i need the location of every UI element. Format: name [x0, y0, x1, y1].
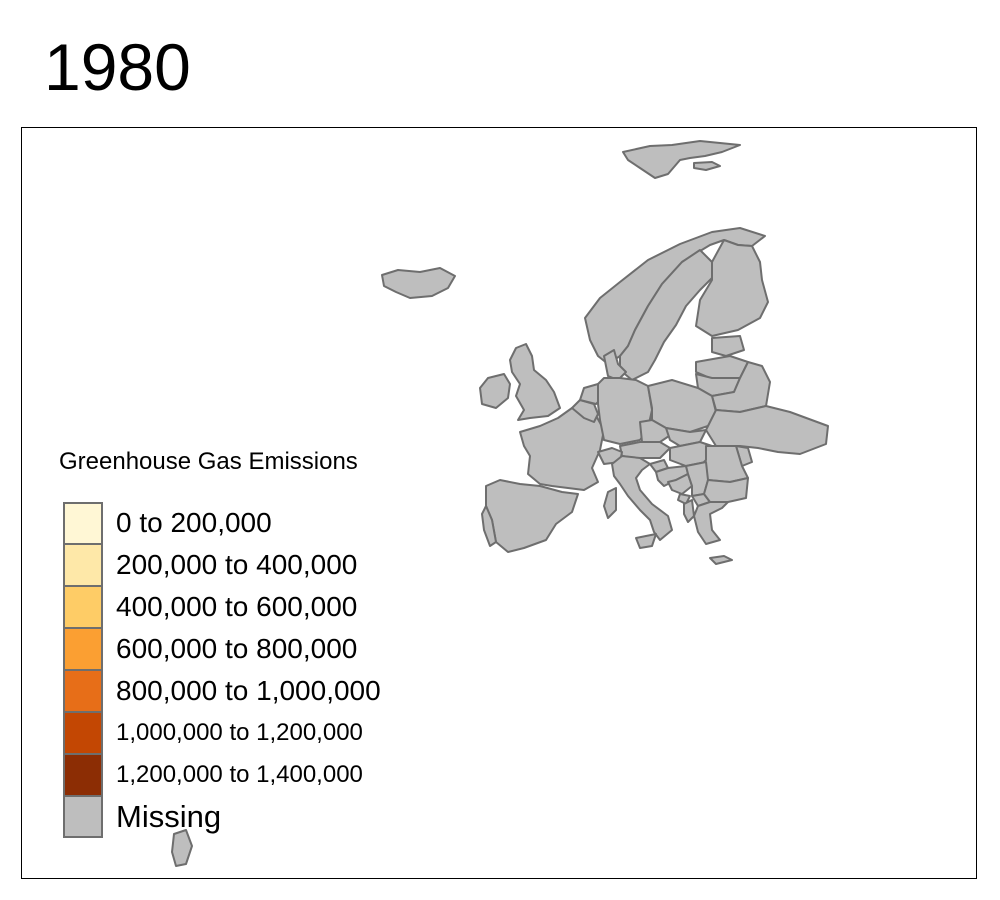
country-albania [683, 499, 695, 523]
legend-item: 1,200,000 to 1,400,000 [59, 754, 363, 796]
country-crete [709, 555, 733, 565]
legend-swatch [63, 544, 103, 586]
country-spain [485, 479, 579, 553]
country-reunion-island [171, 829, 193, 867]
legend-label: 800,000 to 1,000,000 [116, 675, 381, 706]
legend-item: 800,000 to 1,000,000 [59, 670, 381, 712]
country-sicily [635, 533, 657, 549]
country-latvia [695, 355, 749, 379]
country-estonia [711, 335, 745, 357]
country-italy [611, 455, 673, 541]
legend: Greenhouse Gas Emissions 0 to 200,000 20… [59, 448, 381, 838]
legend-label: 400,000 to 600,000 [116, 591, 358, 622]
country-bulgaria [703, 477, 749, 503]
country-svalbard [622, 140, 741, 179]
legend-item: 0 to 200,000 [59, 502, 358, 544]
legend-label: 0 to 200,000 [116, 507, 272, 538]
legend-swatch [63, 712, 103, 754]
map-frame [21, 127, 977, 879]
legend-swatch [63, 586, 103, 628]
country-austria [619, 441, 671, 459]
map-title: 1980 [44, 30, 191, 104]
legend-swatch [63, 754, 103, 796]
country-sardinia [603, 487, 617, 519]
legend-item: 600,000 to 800,000 [59, 628, 358, 670]
legend-swatch [63, 796, 103, 838]
legend-title: Greenhouse Gas Emissions [59, 448, 358, 475]
legend-item: Missing [59, 796, 358, 838]
legend-label: 1,000,000 to 1,200,000 [116, 719, 363, 746]
legend-swatch [63, 628, 103, 670]
legend-label: 200,000 to 400,000 [116, 549, 358, 580]
country-finland [695, 239, 769, 337]
country-ireland [479, 373, 511, 409]
country-greece [693, 501, 729, 545]
legend-items: 0 to 200,000 200,000 to 400,000 400,000 … [59, 502, 381, 838]
legend-swatch [63, 502, 103, 544]
legend-swatch [63, 670, 103, 712]
country-france [519, 407, 605, 491]
legend-item: 400,000 to 600,000 [59, 586, 358, 628]
legend-item: 1,000,000 to 1,200,000 [59, 712, 363, 754]
legend-item: 200,000 to 400,000 [59, 544, 358, 586]
country-denmark [603, 349, 627, 381]
legend-label: Missing [116, 799, 222, 834]
country-portugal [481, 505, 497, 547]
country-united-kingdom [509, 343, 561, 421]
country-iceland [381, 267, 456, 299]
legend-label: 1,200,000 to 1,400,000 [116, 761, 363, 788]
country-svalbard-island [693, 161, 721, 171]
legend-label: 600,000 to 800,000 [116, 633, 358, 664]
